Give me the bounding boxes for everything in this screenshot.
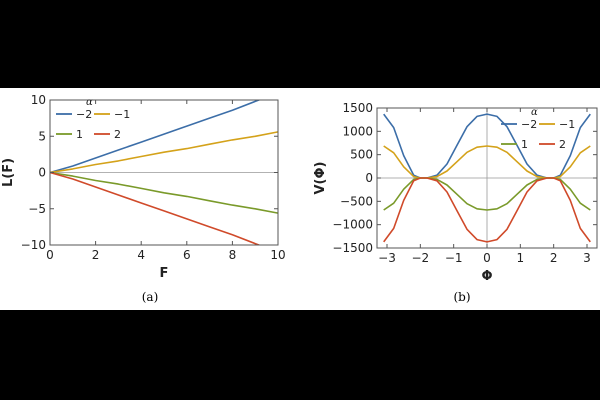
series-line-1 — [49, 131, 279, 174]
y-tick-label: −1500 — [332, 241, 373, 255]
legend-label-3: 2 — [114, 128, 121, 141]
legend-label-2: 1 — [521, 138, 528, 151]
series-line-3 — [49, 171, 279, 254]
x-tick-label: 4 — [137, 248, 145, 262]
x-tick-label: 2 — [550, 251, 558, 265]
series-line-1 — [383, 145, 591, 179]
y-tick-label: 0 — [38, 166, 46, 180]
x-tick-label: 3 — [583, 251, 591, 265]
y-tick-label: 1500 — [342, 101, 373, 115]
x-tick-label: 0 — [483, 251, 491, 265]
y-tick-label: −5 — [28, 202, 46, 216]
y-tick-label: 0 — [365, 171, 373, 185]
legend-label-1: −1 — [559, 118, 575, 131]
x-tick-label: −2 — [411, 251, 429, 265]
x-axis-label: F — [160, 266, 169, 281]
x-tick-label: 1 — [517, 251, 525, 265]
y-tick-label: 10 — [31, 93, 46, 107]
legend-label-2: 1 — [76, 128, 83, 141]
x-tick-label: 10 — [270, 248, 285, 262]
top-mask — [49, 88, 279, 100]
figure-panel: 0 2 4 6 8 10 −10 −5 0 5 10 F L(F) α −2 −1 1 2 (a) −3 −2 −1 0 1… — [0, 88, 600, 310]
chart-b: −3 −2 −1 0 1 2 3 −1500 −1000 −500 0 500 1000 1500 Φ V(Φ… — [313, 88, 598, 310]
legend-label-1: −1 — [114, 108, 130, 121]
legend-label-0: −2 — [521, 118, 537, 131]
legend-label-0: −2 — [76, 108, 92, 121]
y-tick-label: −10 — [21, 238, 46, 252]
panel-caption: (a) — [142, 290, 159, 304]
x-axis-label: Φ — [481, 269, 492, 284]
series-line-0 — [49, 92, 279, 174]
legend-title: α — [531, 107, 538, 118]
top-mask — [376, 88, 598, 108]
y-tick-label: 5 — [38, 129, 46, 143]
y-tick-label: 1000 — [342, 124, 373, 138]
x-tick-label: −3 — [378, 251, 396, 265]
x-tick-label: 0 — [46, 248, 54, 262]
x-tick-label: 2 — [92, 248, 100, 262]
series-line-3 — [383, 177, 591, 243]
bottom-mask — [49, 245, 279, 310]
chart-a: 0 2 4 6 8 10 −10 −5 0 5 10 F L(F) α−2 −1 1 2 (a) — [1, 88, 286, 310]
x-tick-label: −1 — [445, 251, 463, 265]
y-axis-label: L(F) — [1, 158, 16, 187]
x-tick-label: 8 — [229, 248, 237, 262]
legend-label-3: 2 — [559, 138, 566, 151]
y-axis-label: V(Φ) — [313, 162, 328, 195]
series-line-2 — [49, 171, 279, 214]
x-tick-label: 6 — [183, 248, 191, 262]
legend-title: α — [86, 97, 93, 108]
y-tick-label: −1000 — [332, 218, 373, 232]
bottom-mask — [376, 248, 598, 310]
y-tick-label: 500 — [350, 148, 373, 162]
y-tick-label: −500 — [340, 194, 373, 208]
panel-caption: (b) — [453, 290, 470, 304]
